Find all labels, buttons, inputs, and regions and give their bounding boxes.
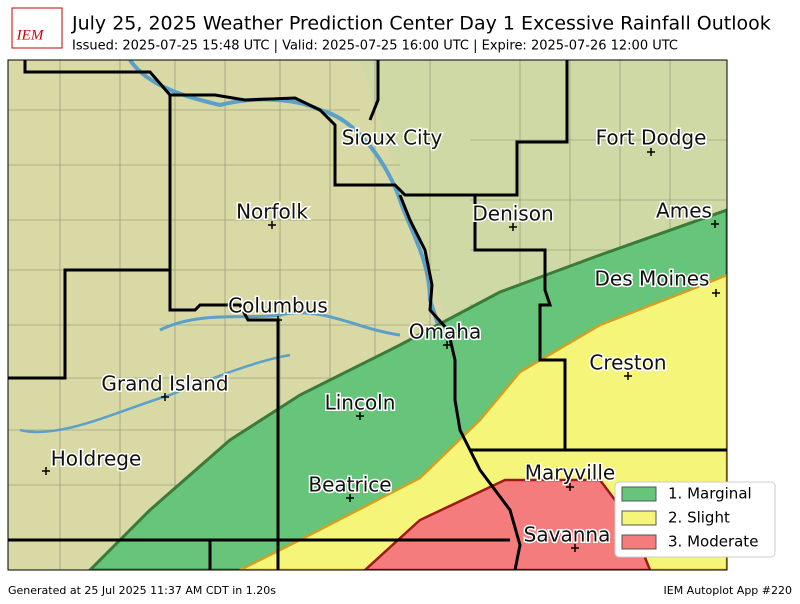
city-label: Columbus [228, 294, 328, 318]
subtitle: Issued: 2025-07-25 15:48 UTC | Valid: 20… [72, 39, 678, 54]
city-label: Fort Dodge [596, 126, 707, 150]
city-marker [509, 223, 517, 231]
city-marker [443, 341, 451, 349]
logo-box [11, 7, 63, 49]
city-label: Omaha [409, 320, 481, 344]
city-label: Sioux City [342, 126, 443, 150]
map-area [8, 60, 727, 570]
legend-swatch [621, 510, 657, 526]
legend-label: 2. Slight [668, 509, 730, 527]
city-label: Creston [589, 351, 666, 375]
city-marker [356, 412, 364, 420]
city-marker [711, 220, 719, 228]
footer-right: IEM Autoplot App #220 [664, 584, 793, 597]
city-marker [161, 393, 169, 401]
legend: 1. Marginal 2. Slight 3. Moderate [621, 485, 758, 551]
title: July 25, 2025 Weather Prediction Center … [71, 13, 771, 35]
city-label: Des Moines [595, 267, 710, 291]
city-marker [566, 483, 574, 491]
river [159, 311, 401, 337]
city-label: Maryville [525, 461, 615, 485]
city-label: Holdrege [51, 447, 142, 471]
city-marker [274, 316, 282, 324]
city-marker [346, 494, 354, 502]
city-label: Lincoln [325, 391, 396, 415]
river [19, 353, 291, 434]
state-borders [8, 60, 727, 570]
city-label: Ames [656, 199, 712, 223]
city-label: Norfolk [236, 200, 308, 224]
city-marker [647, 148, 655, 156]
city-label: Denison [472, 202, 553, 226]
city-marker [42, 467, 50, 475]
city-marker [624, 372, 632, 380]
cities: Sioux City Fort Dodge Norfolk Denison Ames De… [42, 124, 720, 552]
city-label: Beatrice [308, 473, 391, 497]
legend-swatch [621, 534, 657, 550]
city-marker [571, 544, 579, 552]
logo: IEM [16, 27, 45, 43]
legend-label: 3. Moderate [668, 533, 758, 551]
map-frame [7, 59, 728, 571]
legend-swatch [621, 486, 657, 502]
city-label: Grand Island [101, 372, 228, 396]
legend-label: 1. Marginal [668, 485, 752, 503]
city-marker [268, 221, 276, 229]
city-marker [712, 289, 720, 297]
footer-left: Generated at 25 Jul 2025 11:37 AM CDT in… [8, 584, 276, 597]
city-label: Savanna [524, 523, 611, 547]
